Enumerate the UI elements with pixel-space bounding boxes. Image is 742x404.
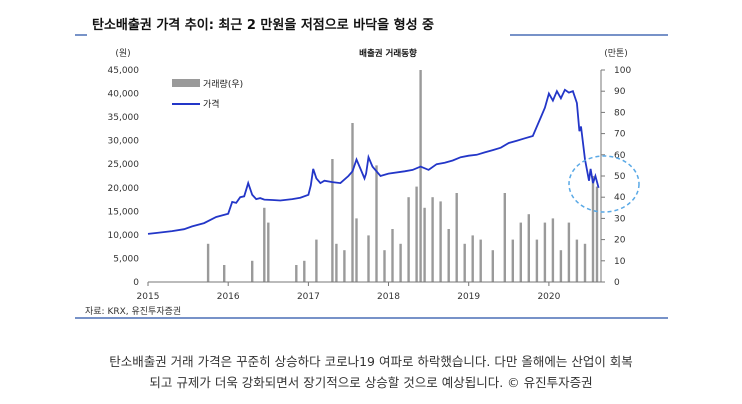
right-tick-label: 40	[614, 193, 626, 203]
price-line	[147, 88, 600, 235]
right-tick-label: 90	[614, 87, 626, 97]
volume-bar-19	[415, 186, 418, 282]
volume-bar-23	[439, 201, 442, 282]
volume-bar-30	[503, 193, 506, 282]
volume-bar-11	[351, 123, 354, 282]
volume-bar-22	[431, 197, 434, 282]
volume-bar-33	[527, 214, 530, 282]
volume-bar-5	[295, 265, 298, 282]
x-tick-label: 2016	[217, 292, 240, 302]
x-tick-label: 2019	[457, 292, 480, 302]
left-tick-label: 15,000	[108, 207, 140, 217]
right-tick-label: 100	[614, 66, 631, 76]
volume-bar-9	[335, 243, 338, 282]
chart: 탄소배출권 가격 추이: 최근 2 만원을 저점으로 바닥을 형성 중 배출권 …	[75, 17, 668, 319]
volume-bar-18	[407, 197, 410, 282]
volume-bar-37	[559, 250, 563, 282]
x-tick-label: 2018	[377, 292, 400, 302]
legend: 거래량(우) 가격	[172, 78, 243, 110]
left-tick-label: 35,000	[108, 113, 140, 123]
volume-bar-0	[206, 243, 210, 282]
right-tick-label: 0	[614, 278, 620, 288]
volume-bar-7	[315, 239, 318, 282]
x-axis-ticks: 2015 2016 2017 2018 2019 2020	[137, 282, 561, 302]
volume-bar-28	[479, 239, 482, 282]
volume-bar-38	[567, 222, 571, 282]
right-tick-label: 50	[614, 172, 626, 182]
volume-bar-3	[263, 207, 266, 282]
left-tick-label: 40,000	[108, 90, 140, 100]
volume-bar-40	[583, 243, 587, 282]
right-tick-label: 60	[614, 151, 626, 161]
right-tick-label: 20	[614, 236, 626, 246]
right-tick-label: 70	[614, 130, 626, 140]
volume-bar-34	[535, 239, 539, 282]
volume-bar-1	[223, 265, 226, 282]
chart-title: 탄소배출권 가격 추이: 최근 2 만원을 저점으로 바닥을 형성 중	[92, 17, 434, 33]
legend-label-price: 가격	[203, 98, 220, 110]
volume-bar-41	[591, 176, 595, 282]
volume-bar-31	[511, 239, 514, 282]
volume-bar-24	[447, 229, 450, 282]
x-tick-label: 2015	[137, 292, 160, 302]
volume-bar-21	[423, 207, 426, 282]
right-tick-label: 30	[614, 214, 626, 224]
left-axis-ticks: 45,000 40,000 35,000 30,000 25,000 20,000 15,0…	[108, 66, 140, 288]
volume-bar-29	[491, 250, 494, 282]
volume-bar-35	[543, 222, 547, 282]
volume-bar-25	[455, 193, 458, 282]
chart-subtitle: 배출권 거래동향	[359, 48, 417, 59]
volume-bar-42	[595, 186, 599, 282]
right-axis-unit: (만톤)	[604, 48, 628, 59]
volume-bar-36	[551, 218, 555, 282]
left-axis-unit: (원)	[115, 48, 130, 59]
caption-line-2: 되고 규제가 더욱 강화되면서 장기적으로 상승할 것으로 예상됩니다. © 유…	[149, 375, 593, 390]
right-tick-label: 80	[614, 108, 626, 118]
volume-bar-39	[575, 239, 579, 282]
plot-area	[147, 70, 600, 282]
volume-bar-12	[355, 218, 358, 282]
left-tick-label: 0	[133, 278, 139, 288]
x-tick-label: 2017	[297, 292, 320, 302]
volume-bar-20	[419, 70, 422, 282]
legend-label-volume: 거래량(우)	[203, 78, 243, 90]
left-tick-label: 25,000	[108, 160, 140, 170]
caption: 탄소배출권 거래 가격은 꾸준히 상승하다 코로나19 여파로 하락했습니다. …	[40, 351, 702, 393]
left-tick-label: 10,000	[108, 231, 140, 241]
volume-bar-8	[331, 159, 334, 282]
left-tick-label: 20,000	[108, 184, 140, 194]
volume-bar-2	[251, 260, 254, 282]
highlight-circle	[568, 155, 640, 213]
volume-bar-13	[367, 235, 370, 282]
left-tick-label: 5,000	[113, 254, 139, 264]
volume-bar-27	[471, 235, 474, 282]
volume-bar-32	[519, 222, 522, 282]
volume-bar-10	[343, 250, 346, 282]
volume-bar-15	[383, 250, 386, 282]
volume-bar-17	[399, 243, 402, 282]
volume-bar-14	[375, 165, 378, 282]
left-tick-label: 45,000	[108, 66, 140, 76]
right-tick-label: 10	[614, 257, 626, 267]
volume-bar-6	[303, 260, 306, 282]
volume-bar-16	[391, 229, 394, 282]
chart-source: 자료: KRX, 유진투자증권	[85, 305, 181, 317]
volume-bar-4	[267, 222, 270, 282]
x-tick-label: 2020	[537, 292, 560, 302]
caption-line-1: 탄소배출권 거래 가격은 꾸준히 상승하다 코로나19 여파로 하락했습니다. …	[109, 354, 633, 369]
volume-bar-26	[463, 243, 466, 282]
left-tick-label: 30,000	[108, 137, 140, 147]
legend-swatch-volume	[172, 79, 200, 87]
volume-bars	[206, 70, 599, 282]
